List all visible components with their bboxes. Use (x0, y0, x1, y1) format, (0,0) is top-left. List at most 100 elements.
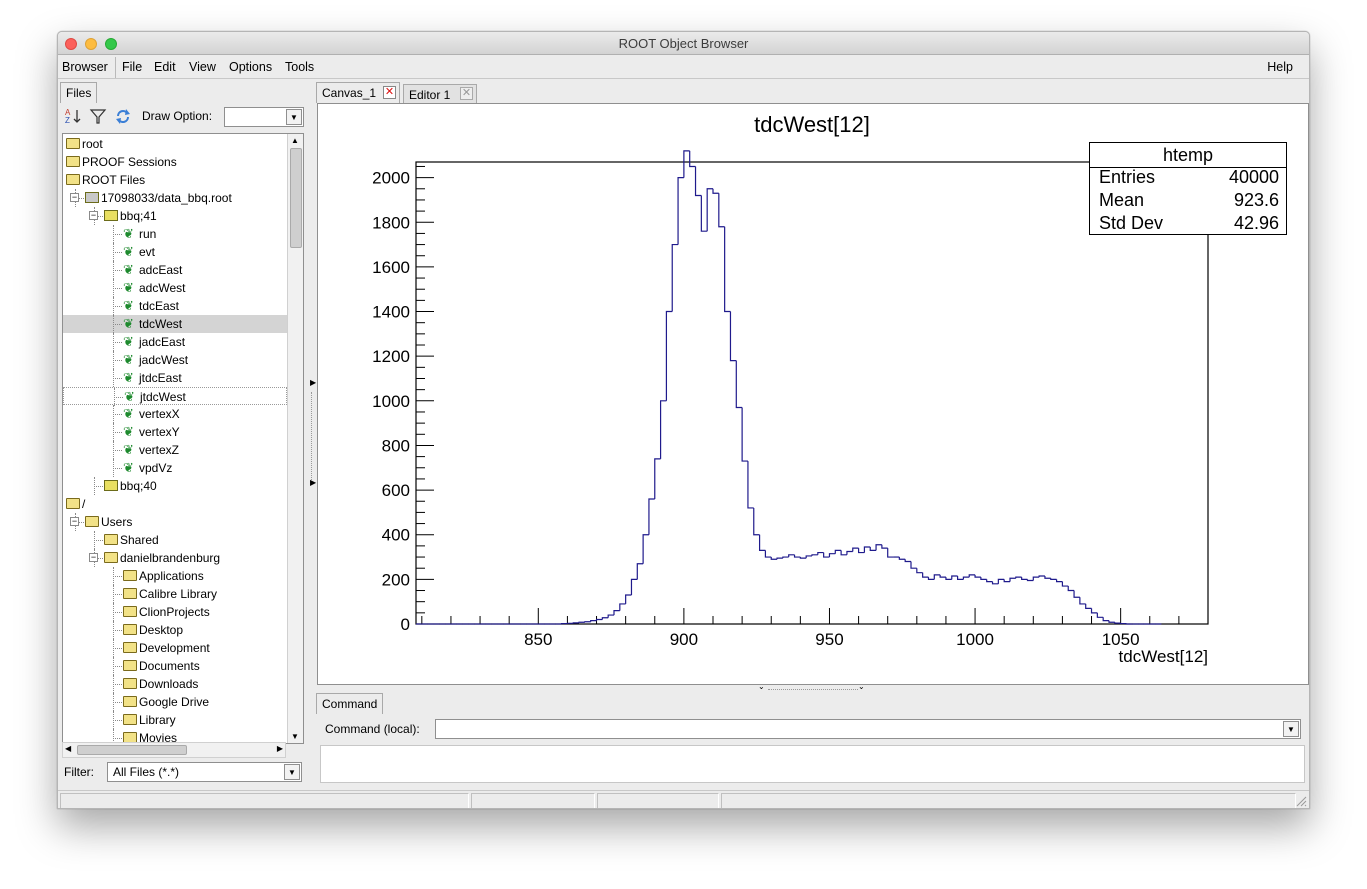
file-tree[interactable]: root PROOF Sessions ROOT Files −17098033/da… (62, 133, 304, 744)
histogram-bin (828, 553, 836, 558)
file-tree-scroll-thumb[interactable] (290, 148, 302, 248)
tree-node[interactable]: Google Drive (63, 693, 287, 711)
file-filter-dropdown-button[interactable]: ▼ (284, 764, 300, 780)
menu-file[interactable]: File (122, 60, 143, 74)
leaf-icon: ❦ (123, 442, 134, 457)
tree-node[interactable]: ❦ adcWest (63, 279, 287, 297)
tree-node[interactable]: ❦ adcEast (63, 261, 287, 279)
scroll-left-arrow-icon[interactable]: ◀ (65, 744, 72, 753)
tab-canvas-1[interactable]: Canvas_1 ✕ (316, 82, 400, 103)
tree-node[interactable]: PROOF Sessions (63, 153, 287, 171)
tree-node[interactable]: Documents (63, 657, 287, 675)
close-tab-icon[interactable]: ✕ (460, 87, 473, 100)
tree-node[interactable]: Development (63, 639, 287, 657)
tree-node[interactable]: − bbq;41 (63, 207, 287, 225)
tab-files[interactable]: Files (60, 82, 98, 103)
histogram-bin (846, 550, 853, 555)
histogram-bin (1021, 577, 1028, 580)
tree-node[interactable]: ❦ jadcEast (63, 333, 287, 351)
tree-node[interactable]: ❦ vertexZ (63, 441, 287, 459)
command-output-area[interactable] (320, 745, 1305, 783)
histogram-bin (869, 547, 877, 551)
tree-node[interactable]: Desktop (63, 621, 287, 639)
tree-node[interactable]: ❦ vpdVz (63, 459, 287, 477)
minimize-window-button[interactable] (85, 38, 97, 50)
menu-help[interactable]: Help (1267, 60, 1293, 74)
histogram-bin (852, 547, 859, 552)
y-tick-label: 600 (382, 481, 410, 500)
axis-ticks: 0 200 400 600 800 1000 1200 1400 1600 1800 2000 850… (372, 165, 1180, 649)
scroll-down-arrow-icon[interactable]: ▼ (291, 732, 299, 741)
tree-node[interactable]: − 17098033/data_bbq.root (63, 189, 287, 207)
horizontal-splitter[interactable]: ⌄ ⌄ (758, 682, 868, 693)
menu-view[interactable]: View (189, 60, 216, 74)
tree-node-label: Development (139, 641, 210, 655)
collapse-left-arrow-icon[interactable]: ▶ (310, 378, 317, 387)
expand-down-arrow-icon[interactable]: ⌄ (858, 682, 865, 691)
tree-node[interactable]: ❦ jtdcWest (63, 387, 287, 406)
file-tree-vertical-scrollbar[interactable]: ▲ ▼ (287, 134, 303, 743)
tab-command[interactable]: Command (316, 693, 384, 714)
menu-options[interactable]: Options (229, 60, 273, 74)
tree-node[interactable]: − danielbrandenburg (63, 549, 287, 567)
tree-node[interactable]: ROOT Files (63, 171, 287, 189)
collapse-node-icon[interactable]: − (89, 552, 98, 562)
tree-node[interactable]: ❦ tdcEast (63, 297, 287, 315)
draw-option-select[interactable]: ▼ (224, 107, 304, 127)
collapse-down-arrow-icon[interactable]: ⌄ (758, 682, 765, 691)
root-canvas[interactable]: tdcWest[12] 0 200 400 600 800 1000 1200 1400 160… (317, 103, 1309, 685)
histogram-bin (642, 534, 649, 564)
tab-editor-1[interactable]: Editor 1 ✕ (403, 84, 477, 103)
tree-node-label: Applications (139, 569, 204, 583)
tree-node[interactable]: ❦ jadcWest (63, 351, 287, 369)
tree-node[interactable]: Applications (63, 567, 287, 585)
draw-option-dropdown-button[interactable]: ▼ (286, 109, 302, 125)
maximize-window-button[interactable] (105, 38, 117, 50)
menu-edit[interactable]: Edit (154, 60, 176, 74)
tree-node[interactable]: / (63, 495, 287, 513)
tree-node-label: Movies (139, 731, 178, 744)
tree-node[interactable]: − Users (63, 513, 287, 531)
refresh-icon[interactable] (114, 107, 132, 125)
tree-icon (104, 480, 118, 491)
tree-node[interactable]: ❦ jtdcEast (63, 369, 287, 387)
histogram-bin (578, 621, 585, 623)
tree-node[interactable]: Downloads (63, 675, 287, 693)
scroll-up-arrow-icon[interactable]: ▲ (291, 136, 299, 145)
tree-node[interactable]: Shared (63, 531, 287, 549)
tree-node-label: jtdcWest (140, 390, 186, 404)
tree-node[interactable]: ❦ vertexY (63, 423, 287, 441)
vertical-splitter[interactable]: ▶ ▶ (308, 82, 316, 788)
menu-tools[interactable]: Tools (285, 60, 315, 74)
histogram-bin (776, 557, 783, 560)
collapse-node-icon[interactable]: − (70, 192, 79, 202)
file-tree-horizontal-scrollbar[interactable]: ◀ ▶ (62, 742, 286, 758)
tree-node[interactable]: ClionProjects (63, 603, 287, 621)
tree-node[interactable]: Calibre Library (63, 585, 287, 603)
tree-node[interactable]: ❦ tdcWest (63, 315, 287, 333)
collapse-node-icon[interactable]: − (89, 210, 98, 220)
stats-box[interactable]: htemp Entries 40000 Mean 923.6 Std Dev 4… (1089, 142, 1287, 235)
scroll-right-arrow-icon[interactable]: ▶ (276, 744, 283, 753)
title-bar[interactable]: ROOT Object Browser (58, 32, 1309, 55)
collapse-node-icon[interactable]: − (70, 516, 79, 526)
stats-row-mean: Mean 923.6 (1099, 190, 1279, 212)
filter-icon[interactable] (89, 107, 107, 125)
expand-right-arrow-icon[interactable]: ▶ (310, 478, 317, 487)
close-window-button[interactable] (65, 38, 77, 50)
sort-icon[interactable]: A Z (64, 107, 82, 125)
resize-grip-icon[interactable] (1295, 795, 1307, 807)
command-history-dropdown-button[interactable]: ▼ (1283, 721, 1299, 737)
close-tab-icon[interactable]: ✕ (383, 86, 396, 99)
tree-node[interactable]: ❦ evt (63, 243, 287, 261)
menu-browser[interactable]: Browser (62, 60, 108, 74)
file-filter-select[interactable]: All Files (*.*) ▼ (107, 762, 302, 782)
tree-node[interactable]: root (63, 135, 287, 153)
histogram-plot[interactable]: tdcWest[12] 0 200 400 600 800 1000 1200 1400 160… (318, 104, 1308, 684)
tree-node[interactable]: bbq;40 (63, 477, 287, 495)
tree-node[interactable]: ❦ vertexX (63, 405, 287, 423)
command-input[interactable]: ▼ (435, 719, 1301, 739)
tree-node[interactable]: Library (63, 711, 287, 729)
file-tree-hscroll-thumb[interactable] (77, 745, 187, 755)
tree-node[interactable]: ❦ run (63, 225, 287, 243)
